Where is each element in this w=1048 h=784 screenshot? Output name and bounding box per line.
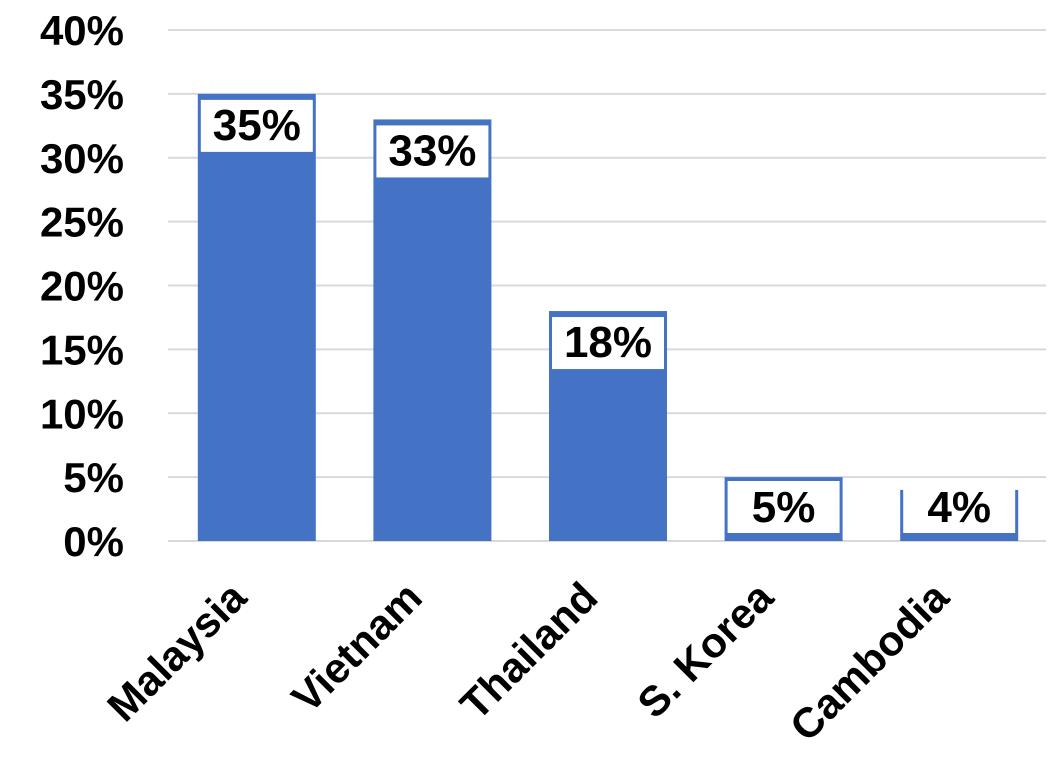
- data-label-background: [200, 99, 313, 152]
- data-label-background: [727, 481, 840, 533]
- data-label: 5%: [752, 483, 816, 532]
- bar-vietnam: [373, 119, 492, 542]
- x-category-label: Malaysia: [98, 573, 256, 731]
- data-label: 18%: [564, 318, 652, 367]
- y-tick-label: 10%: [40, 390, 124, 437]
- x-category-label: S. Korea: [628, 573, 782, 727]
- y-tick-label: 0%: [63, 518, 124, 565]
- y-tick-label: 40%: [40, 7, 124, 54]
- data-labels: 35% 33% 18% 5% 4%: [200, 99, 1016, 533]
- data-label: 35%: [213, 101, 301, 150]
- y-tick-label: 30%: [40, 135, 124, 182]
- data-label: 4%: [927, 483, 991, 532]
- data-label-background: [376, 125, 489, 178]
- x-category-label: Thailand: [451, 573, 606, 728]
- y-tick-label: 20%: [40, 263, 124, 310]
- y-axis-tick-labels: 0% 5% 10% 15% 20% 25% 30% 35% 40%: [40, 7, 124, 565]
- y-tick-label: 35%: [40, 71, 124, 118]
- x-category-label: Vietnam: [283, 573, 431, 721]
- y-tick-label: 25%: [40, 199, 124, 246]
- x-category-label: Cambodia: [781, 573, 958, 750]
- data-label-background: [903, 481, 1016, 533]
- data-label: 33%: [388, 126, 476, 175]
- data-label-background: [552, 317, 664, 370]
- bar-malaysia: [197, 93, 316, 541]
- y-tick-label: 15%: [40, 326, 124, 373]
- y-tick-label: 5%: [63, 454, 124, 501]
